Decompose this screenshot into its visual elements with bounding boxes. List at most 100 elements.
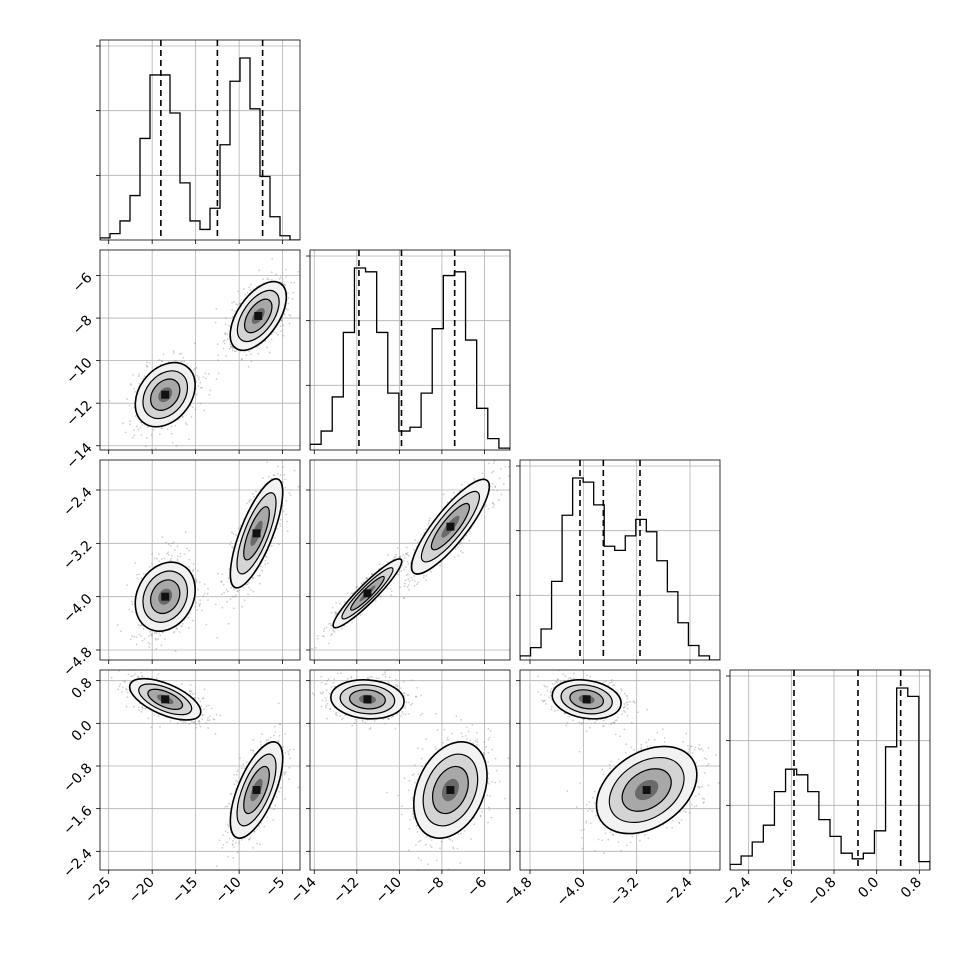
scatter-point [178,631,181,633]
scatter-point [504,466,507,468]
scatter-point [235,779,238,782]
scatter-point [126,584,129,586]
scatter-point [223,342,226,345]
scatter-point [215,308,218,310]
scatter-point [128,404,131,407]
scatter-point [510,470,512,472]
scatter-point [249,749,252,751]
scatter-point [335,602,338,604]
scatter-point [176,558,179,560]
scatter-point [231,309,234,312]
scatter-point [266,556,269,558]
scatter-point [250,360,253,363]
scatter-point [148,565,151,568]
scatter-point [231,347,234,349]
scatter-point [261,569,264,572]
scatter-point [276,465,279,468]
scatter-point [460,483,463,486]
scatter-point [196,374,199,377]
scatter-point [270,545,273,548]
scatter-point [172,352,175,354]
scatter-point [365,577,367,580]
histogram-content [310,250,510,450]
scatter-point [274,725,276,728]
scatter-point [261,733,263,736]
scatter-point [232,607,235,610]
scatter-point [424,528,427,531]
scatter-point [231,545,234,548]
scatter-point [128,608,131,611]
scatter-point [175,444,178,447]
scatter-point [265,739,268,742]
scatter-point [129,420,132,423]
scatter-point [140,624,143,627]
scatter-point [166,552,169,555]
scatter-point [232,533,235,535]
scatter-point [124,681,126,683]
scatter-point [252,846,255,849]
scatter-point [279,522,281,525]
scatter-point [208,719,211,722]
histogram-content [100,40,300,240]
scatter-point [297,485,300,488]
scatter-point [245,583,248,586]
scatter-point [202,697,205,699]
scatter-point [161,536,164,538]
scatter-point [237,589,240,592]
scatter-point [417,541,419,544]
scatter-point [241,605,244,608]
scatter-point [485,505,488,508]
scatter-point [221,573,224,576]
scatter-point [160,558,163,560]
scatter-point [137,428,140,431]
scatter-point [270,278,273,281]
scatter-point [249,498,252,501]
scatter-point [230,346,232,348]
scatter-point [330,624,333,627]
scatter-point [129,638,132,641]
scatter-point [137,375,140,377]
scatter-point [198,720,200,723]
scatter-point [252,749,255,752]
scatter-point [222,340,225,343]
scatter-panel-1-2 [306,459,512,664]
density-peak [161,390,170,399]
scatter-point [151,633,154,636]
scatter-point [153,714,156,716]
scatter-point [229,793,232,796]
scatter-point [155,639,157,641]
scatter-point [203,592,206,595]
scatter-point [226,333,229,336]
scatter-point [195,581,198,584]
scatter-point [403,560,405,562]
scatter-point [219,714,222,717]
scatter-point [389,588,392,590]
scatter-point [285,513,287,516]
scatter-point [497,499,500,501]
scatter-point [165,541,168,544]
scatter-point [150,434,153,436]
scatter-point [287,296,290,299]
scatter-point [278,723,281,725]
scatter-point [141,675,143,677]
scatter-point [184,722,187,724]
scatter-point [183,720,185,723]
scatter-point [222,583,225,586]
scatter-point [228,324,230,327]
scatter-point [195,580,198,583]
scatter-point [247,366,250,368]
scatter-point [221,606,224,609]
scatter-point [146,361,148,364]
scatter-point [228,347,231,350]
scatter-point [233,350,236,353]
scatter-point [334,612,337,614]
axes-frame [99,669,301,871]
scatter-point [198,722,201,725]
scatter-point [366,578,369,580]
scatter-point [220,581,223,584]
scatter-point [350,592,353,594]
scatter-point [133,705,135,708]
scatter-point [150,633,153,636]
scatter-point [227,855,229,858]
scatter-point [233,783,236,786]
